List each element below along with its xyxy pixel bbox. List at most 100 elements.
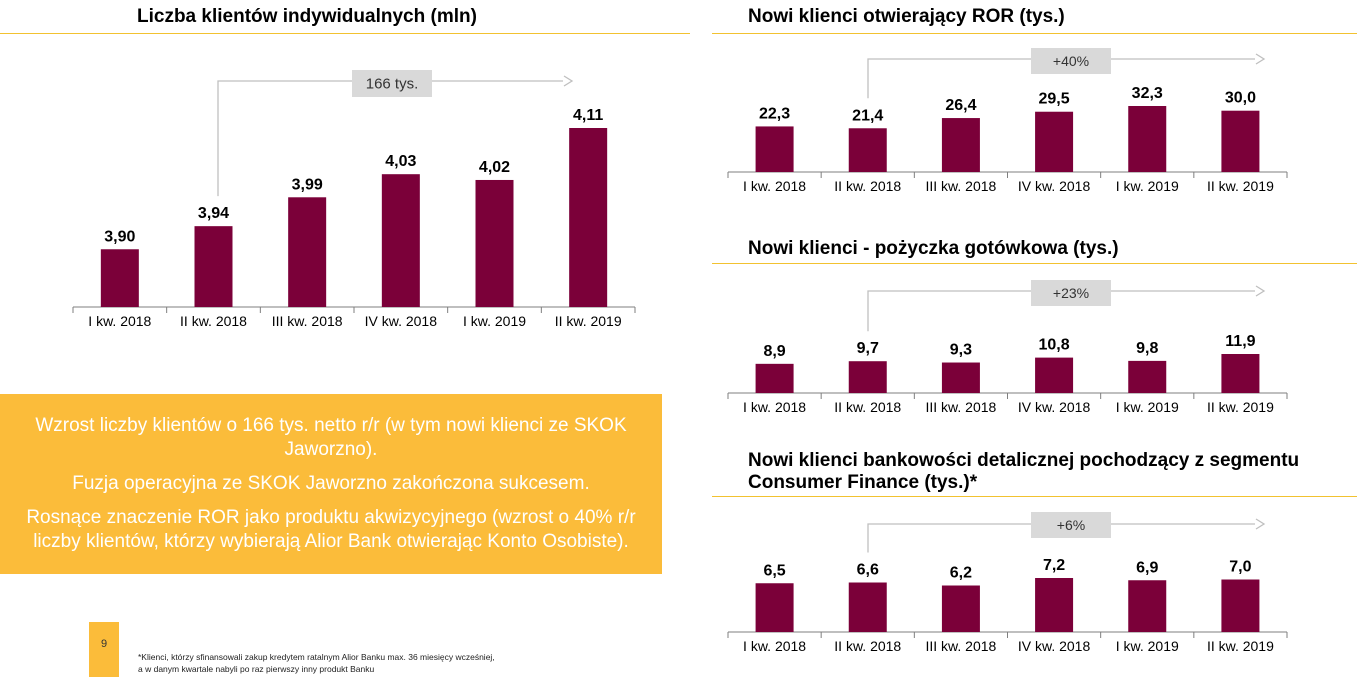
clients-bar bbox=[381, 174, 420, 307]
loan-growth-arrow-head bbox=[1255, 285, 1266, 297]
cf-growth-arrow-head bbox=[1255, 518, 1266, 530]
ror-bar bbox=[1128, 106, 1167, 172]
cf-tick-label: III kw. 2018 bbox=[926, 638, 997, 654]
clients-bar bbox=[288, 197, 327, 307]
clients-growth-badge-label: 166 tys. bbox=[366, 76, 419, 93]
cf-data-label: 7,2 bbox=[1043, 557, 1065, 574]
ror-growth-arrow-line bbox=[867, 58, 1255, 99]
cf-tick-label: I kw. 2018 bbox=[743, 638, 806, 654]
cf-data-label: 6,2 bbox=[950, 565, 972, 582]
ror-bar bbox=[941, 118, 980, 172]
loan-data-label: 9,3 bbox=[950, 342, 972, 359]
footnote-line-2: a w danym kwartale nabyli po raz pierwsz… bbox=[138, 664, 375, 674]
cf-bar bbox=[1035, 578, 1074, 632]
cf-growth-badge bbox=[1031, 512, 1111, 538]
loan-tick-label: II kw. 2019 bbox=[1207, 399, 1274, 415]
chart-clients: 3,90 I kw. 2018 3,94 II kw. 2018 3,99 III kw.… bbox=[72, 70, 636, 329]
chart-title-cf: Nowi klienci bankowości detalicznej poch… bbox=[748, 450, 1299, 494]
cf-data-label: 7,0 bbox=[1229, 559, 1251, 576]
title-rule-loan bbox=[712, 263, 1357, 264]
ror-data-label: 30,0 bbox=[1225, 90, 1256, 107]
ror-tick-label: III kw. 2018 bbox=[926, 178, 997, 194]
cf-data-label: 6,5 bbox=[763, 562, 785, 579]
callout-line-2: Fuzja operacyjna ze SKOK Jaworzno zakońc… bbox=[72, 473, 590, 494]
loan-bar bbox=[1128, 360, 1167, 393]
clients-bar bbox=[569, 128, 608, 307]
loan-growth-badge-label: +23% bbox=[1053, 285, 1089, 301]
ror-bar bbox=[1221, 110, 1260, 172]
callout-line-3: Rosnące znaczenie ROR jako produktu akwi… bbox=[26, 507, 636, 552]
ror-data-label: 22,3 bbox=[759, 105, 790, 122]
loan-data-label: 11,9 bbox=[1225, 333, 1255, 350]
callout-line-1: Wzrost liczby klientów o 166 tys. netto … bbox=[35, 415, 627, 460]
cf-growth-arrow-line bbox=[867, 523, 1255, 553]
ror-bar bbox=[755, 126, 794, 172]
ror-bar bbox=[1035, 111, 1074, 172]
clients-growth-arrow-head bbox=[563, 75, 574, 87]
chart-cf: 6,5 I kw. 2018 6,6 II kw. 2018 6,2 III kw. 20… bbox=[727, 512, 1288, 654]
loan-data-label: 9,8 bbox=[1136, 340, 1158, 357]
cf-tick-label: II kw. 2019 bbox=[1207, 638, 1274, 654]
loan-growth-badge bbox=[1031, 280, 1111, 306]
cf-tick-label: II kw. 2018 bbox=[834, 638, 901, 654]
ror-data-label: 21,4 bbox=[852, 107, 883, 124]
summary-callout: Wzrost liczby klientów o 166 tys. netto … bbox=[0, 394, 662, 574]
loan-bar bbox=[941, 362, 980, 393]
ror-growth-badge-label: +40% bbox=[1053, 53, 1089, 69]
loan-growth-arrow-line bbox=[867, 290, 1255, 332]
loan-bar bbox=[848, 361, 887, 393]
loan-tick-label: IV kw. 2018 bbox=[1018, 399, 1091, 415]
ror-data-label: 29,5 bbox=[1039, 91, 1070, 108]
ror-data-label: 26,4 bbox=[945, 97, 976, 114]
cf-growth-badge-label: +6% bbox=[1057, 517, 1085, 533]
loan-tick-label: I kw. 2019 bbox=[1116, 399, 1179, 415]
chart-title-cf-line2: Consumer Finance (tys.)* bbox=[748, 472, 978, 493]
loan-tick-label: I kw. 2018 bbox=[743, 399, 806, 415]
loan-data-label: 9,7 bbox=[857, 340, 879, 357]
footnote: *Klienci, którzy sfinansowali zakup kred… bbox=[138, 651, 495, 675]
loan-data-label: 8,9 bbox=[763, 343, 785, 360]
chart-title-clients: Liczba klientów indywidualnych (mln) bbox=[137, 6, 477, 27]
cf-bar bbox=[848, 582, 887, 632]
page-number: 9 bbox=[89, 622, 119, 677]
ror-bar bbox=[848, 128, 887, 172]
title-rule-cf bbox=[712, 496, 1357, 497]
loan-data-label: 10,8 bbox=[1039, 337, 1070, 354]
clients-tick-label: II kw. 2019 bbox=[555, 313, 622, 329]
ror-tick-label: II kw. 2019 bbox=[1207, 178, 1274, 194]
cf-data-label: 6,6 bbox=[857, 562, 879, 579]
ror-tick-label: II kw. 2018 bbox=[834, 178, 901, 194]
cf-data-label: 6,9 bbox=[1136, 559, 1158, 576]
footnote-line-1: *Klienci, którzy sfinansowali zakup kred… bbox=[138, 652, 495, 662]
clients-tick-label: II kw. 2018 bbox=[180, 313, 247, 329]
loan-tick-label: II kw. 2018 bbox=[834, 399, 901, 415]
title-rule-ror bbox=[712, 33, 1357, 34]
clients-growth-arrow-line bbox=[217, 80, 563, 197]
loan-tick-label: III kw. 2018 bbox=[926, 399, 997, 415]
clients-data-label: 4,11 bbox=[573, 107, 603, 124]
cf-bar bbox=[1128, 580, 1167, 632]
loan-bar bbox=[1035, 357, 1074, 393]
clients-data-label: 4,03 bbox=[385, 153, 416, 170]
clients-data-label: 3,94 bbox=[198, 205, 229, 222]
ror-tick-label: I kw. 2018 bbox=[743, 178, 806, 194]
clients-data-label: 3,99 bbox=[292, 176, 323, 193]
cf-bar bbox=[1221, 579, 1260, 632]
chart-ror: 22,3 I kw. 2018 21,4 II kw. 2018 26,4 III kw.… bbox=[727, 48, 1288, 194]
ror-growth-badge bbox=[1031, 48, 1111, 74]
clients-data-label: 4,02 bbox=[479, 159, 510, 176]
chart-loan: 8,9 I kw. 2018 9,7 II kw. 2018 9,3 III kw. 20… bbox=[727, 280, 1288, 415]
cf-tick-label: I kw. 2019 bbox=[1116, 638, 1179, 654]
clients-bar bbox=[194, 226, 233, 307]
clients-tick-label: III kw. 2018 bbox=[272, 313, 343, 329]
chart-title-cf-line1: Nowi klienci bankowości detalicznej poch… bbox=[748, 450, 1300, 471]
ror-data-label: 32,3 bbox=[1132, 85, 1163, 102]
cf-tick-label: IV kw. 2018 bbox=[1018, 638, 1091, 654]
clients-tick-label: IV kw. 2018 bbox=[365, 313, 438, 329]
ror-tick-label: I kw. 2019 bbox=[1116, 178, 1179, 194]
clients-tick-label: I kw. 2019 bbox=[463, 313, 526, 329]
title-rule-clients bbox=[0, 33, 690, 34]
loan-bar bbox=[755, 363, 794, 393]
clients-tick-label: I kw. 2018 bbox=[88, 313, 151, 329]
ror-tick-label: IV kw. 2018 bbox=[1018, 178, 1091, 194]
